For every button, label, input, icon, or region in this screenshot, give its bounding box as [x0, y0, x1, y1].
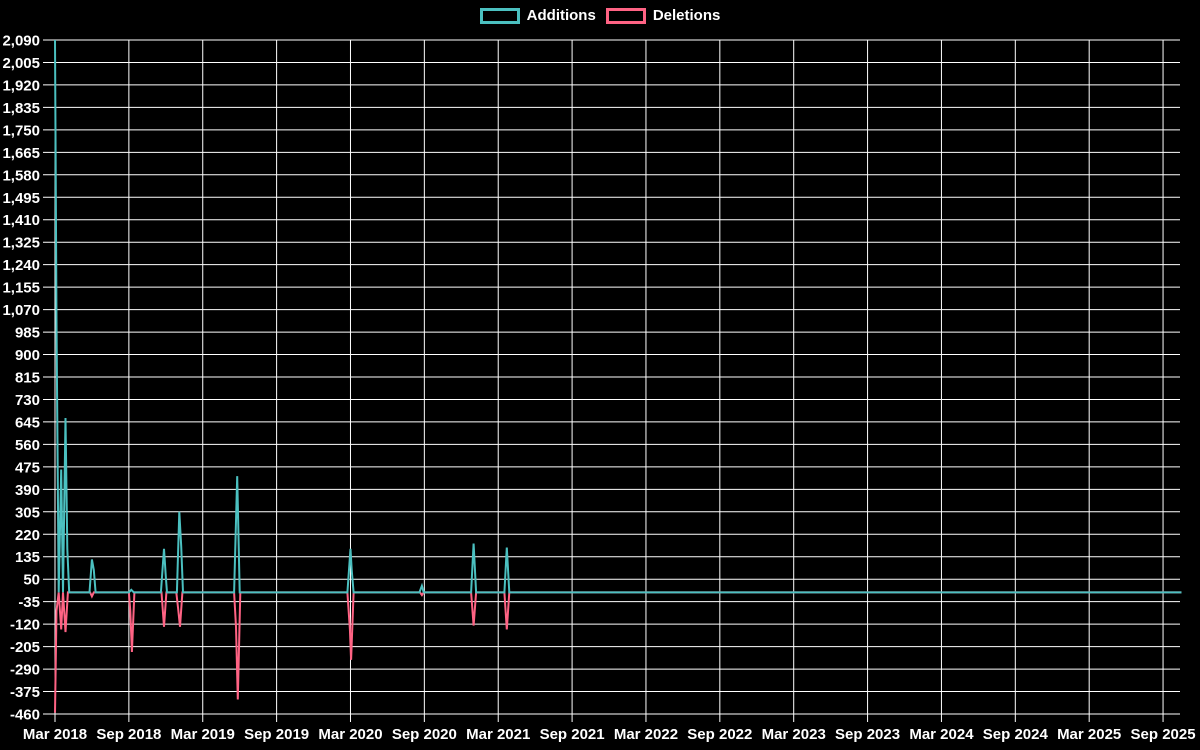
y-tick-label: 1,750	[2, 122, 40, 139]
x-tick-label: Mar 2025	[1057, 726, 1121, 743]
y-tick-label: 475	[15, 459, 40, 476]
chart-legend: Additions Deletions	[0, 6, 1200, 26]
y-tick-label: 645	[15, 414, 40, 431]
deletions-legend-label: Deletions	[652, 7, 721, 24]
y-tick-label: 985	[15, 325, 40, 342]
x-tick-label: Sep 2021	[540, 726, 605, 743]
x-tick-label: Sep 2023	[835, 726, 900, 743]
y-tick-label: -460	[10, 707, 40, 724]
y-tick-label: 1,835	[2, 100, 40, 117]
x-tick-label: Mar 2024	[909, 726, 974, 743]
y-tick-label: 2,005	[2, 55, 40, 72]
x-tick-label: Mar 2018	[23, 726, 87, 743]
y-tick-label: 135	[15, 549, 40, 566]
y-tick-label: 1,580	[2, 167, 40, 184]
additions-legend-label: Additions	[526, 7, 596, 24]
y-tick-label: 1,410	[2, 212, 40, 229]
x-tick-label: Sep 2019	[244, 726, 309, 743]
x-tick-label: Mar 2021	[466, 726, 530, 743]
deletions-line	[54, 591, 1182, 713]
deletions-legend-swatch-icon	[605, 8, 646, 24]
y-tick-label: -120	[10, 617, 40, 634]
x-tick-label: Mar 2023	[762, 726, 826, 743]
x-tick-label: Sep 2018	[96, 726, 161, 743]
y-tick-label: -375	[10, 684, 40, 701]
x-tick-label: Sep 2022	[687, 726, 752, 743]
y-tick-label: 815	[15, 370, 40, 387]
y-tick-label: -35	[18, 594, 40, 611]
y-tick-label: 50	[23, 572, 40, 589]
y-tick-label: 1,070	[2, 302, 40, 319]
additions-legend-swatch-icon	[479, 8, 520, 24]
y-tick-label: 305	[15, 504, 40, 521]
additions-line	[54, 39, 1182, 594]
y-tick-label: 1,920	[2, 77, 40, 94]
y-tick-label: -205	[10, 639, 40, 656]
x-tick-label: Mar 2019	[171, 726, 235, 743]
y-tick-label: 1,155	[2, 280, 40, 297]
x-tick-label: Sep 2025	[1131, 726, 1196, 743]
x-tick-label: Mar 2020	[318, 726, 382, 743]
y-tick-label: 560	[15, 437, 40, 454]
y-tick-label: 1,495	[2, 190, 40, 207]
y-tick-label: 390	[15, 482, 40, 499]
x-tick-label: Sep 2024	[983, 726, 1049, 743]
y-tick-label: 900	[15, 347, 40, 364]
y-tick-label: 1,665	[2, 145, 40, 162]
y-tick-label: -290	[10, 662, 40, 679]
legend-item-deletions[interactable]: Deletions	[605, 6, 721, 26]
legend-item-additions[interactable]: Additions	[479, 6, 596, 26]
x-tick-label: Sep 2020	[392, 726, 457, 743]
y-tick-label: 1,325	[2, 235, 40, 252]
y-tick-label: 1,240	[2, 257, 40, 274]
y-tick-label: 220	[15, 527, 40, 544]
x-tick-label: Mar 2022	[614, 726, 678, 743]
y-tick-label: 2,090	[2, 33, 40, 50]
y-tick-label: 730	[15, 392, 40, 409]
